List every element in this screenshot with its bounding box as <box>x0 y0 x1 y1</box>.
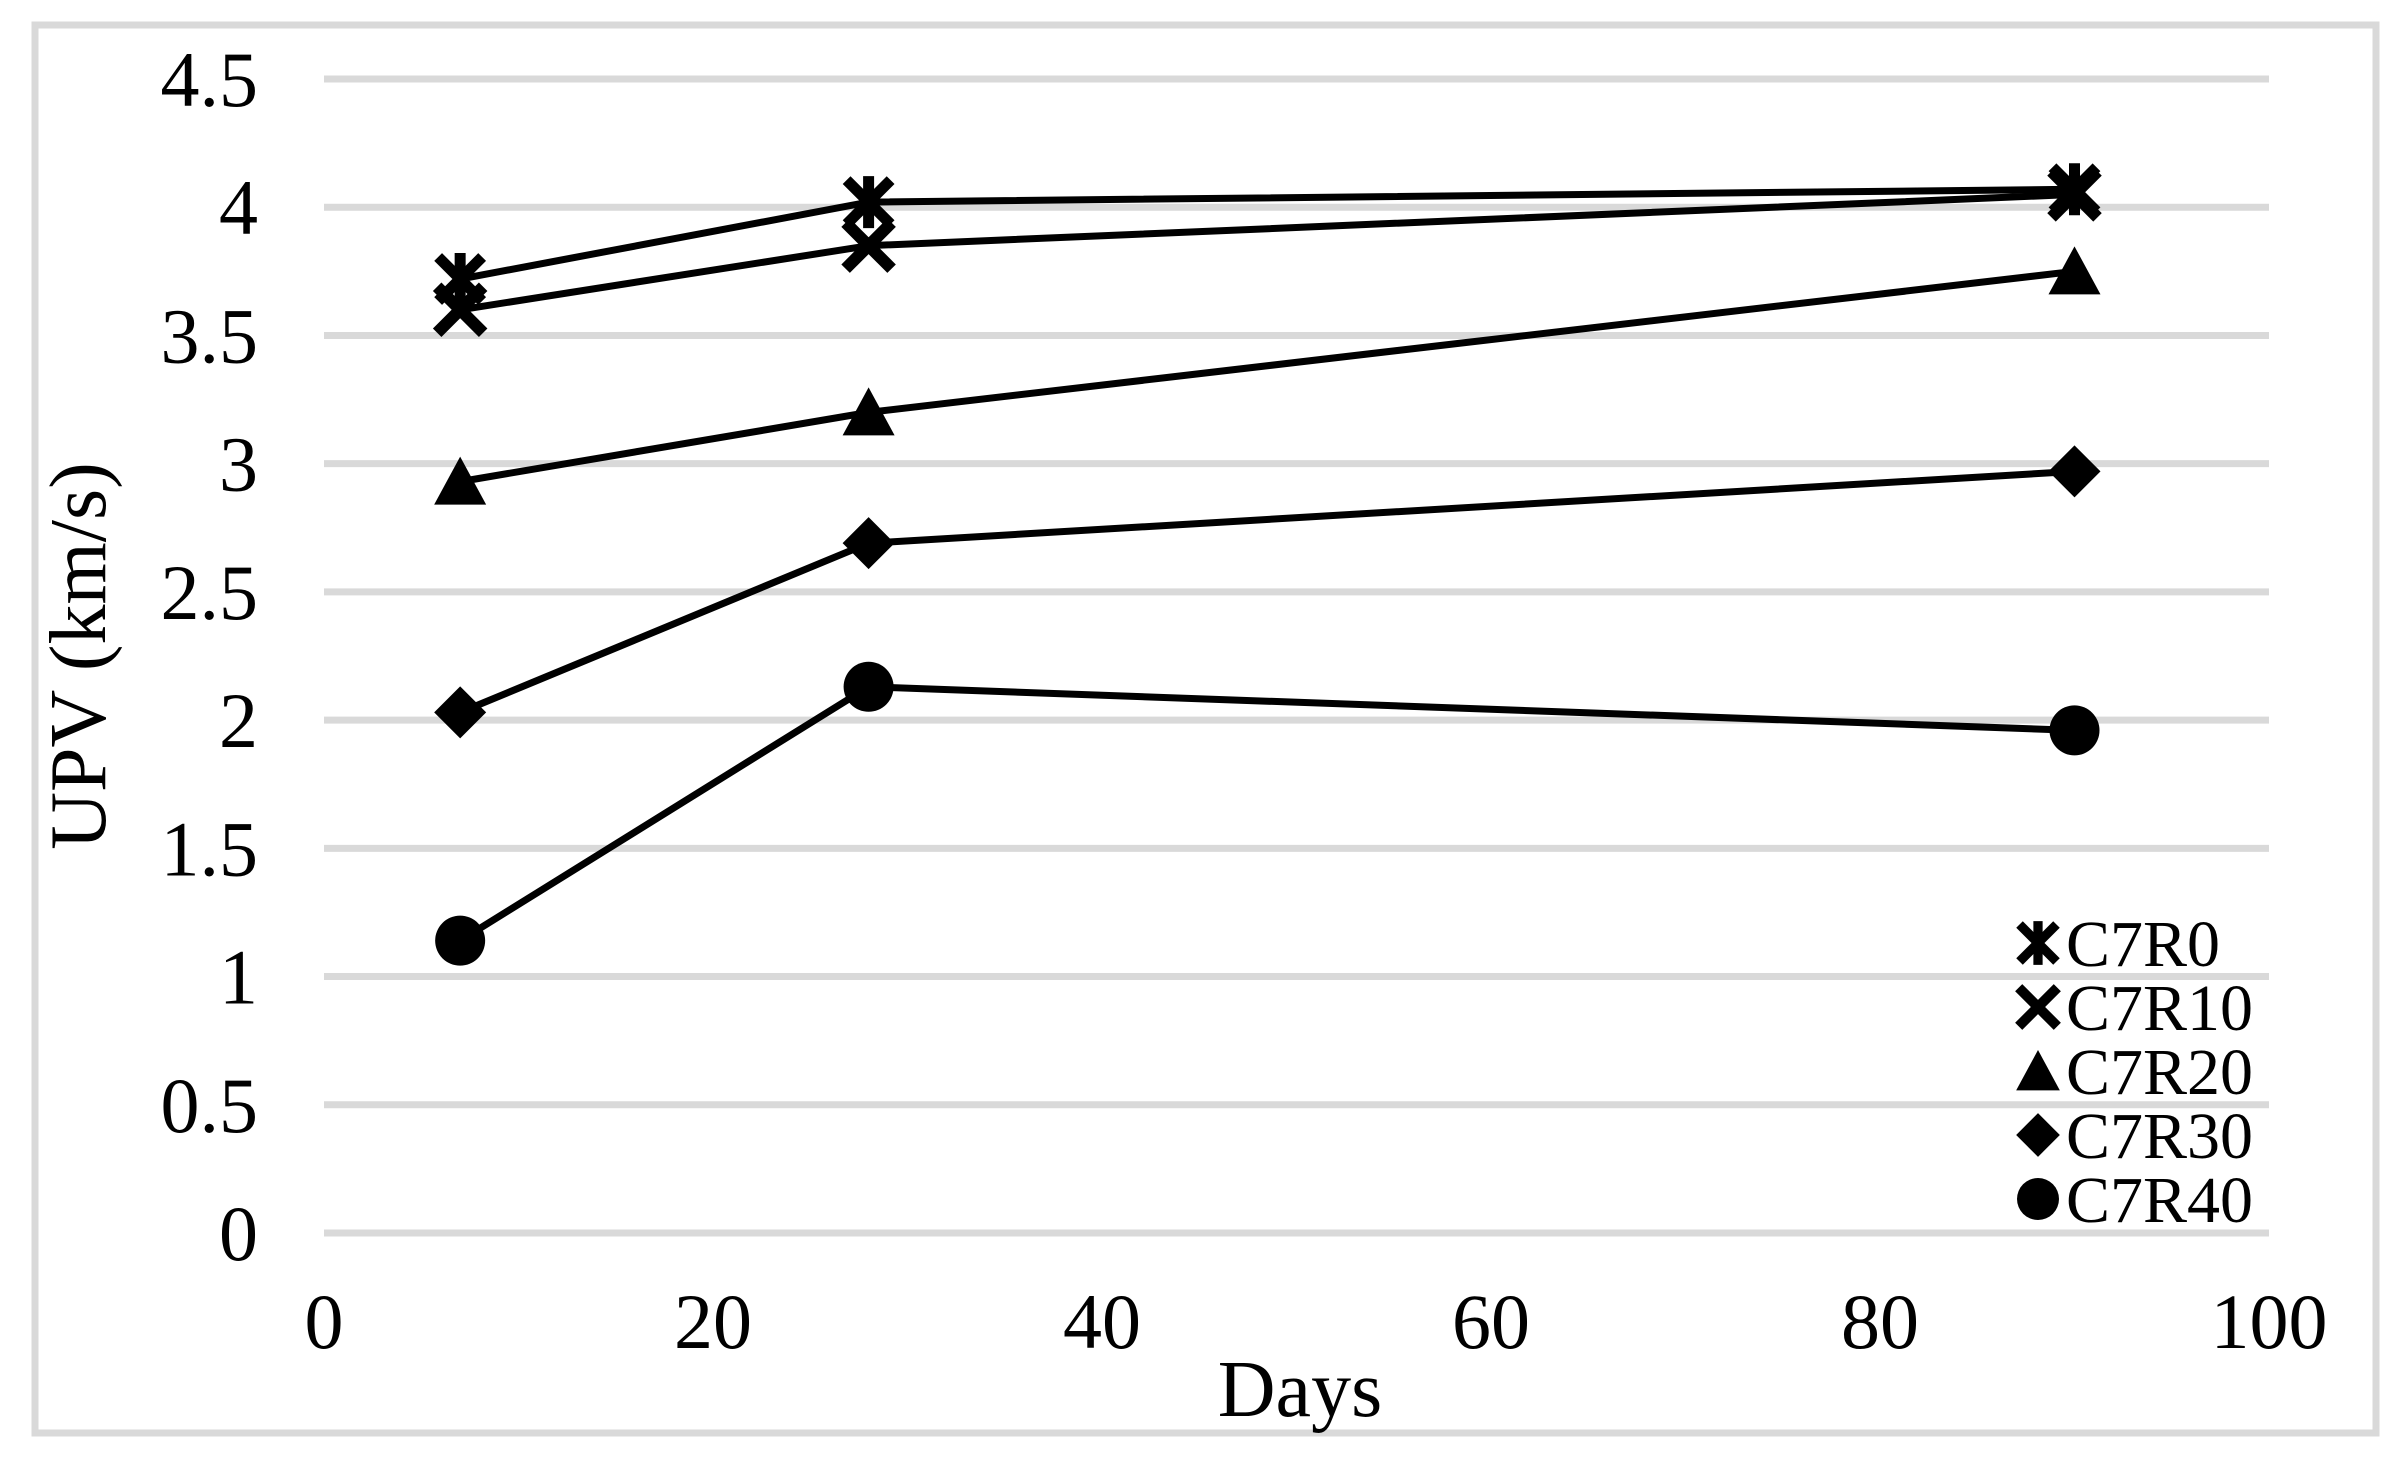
x-tick-label: 0 <box>305 1278 344 1365</box>
series-line <box>459 267 2075 486</box>
x-tick-label: 40 <box>1063 1278 1141 1365</box>
diamond-marker <box>2048 445 2101 498</box>
diamond-marker <box>434 686 487 739</box>
y-tick-label: 0 <box>219 1190 258 1277</box>
y-tick-label: 1 <box>219 934 258 1021</box>
x-tick-label: 80 <box>1841 1278 1919 1365</box>
series-C7R20 <box>434 246 2101 505</box>
y-tick-label: 3.5 <box>161 292 259 379</box>
diamond-icon <box>2016 1113 2060 1157</box>
series-layer <box>432 163 2102 966</box>
x-marker <box>432 282 488 338</box>
series-line <box>459 190 2075 314</box>
legend-item-C7R30: C7R30 <box>2016 1100 2253 1173</box>
legend-label: C7R0 <box>2066 908 2220 981</box>
series-C7R30 <box>434 445 2101 739</box>
legend-label: C7R40 <box>2066 1164 2253 1237</box>
series-C7R10 <box>432 167 2102 338</box>
x-marker <box>841 218 896 273</box>
gridlines-layer <box>324 75 2269 1237</box>
circle-marker <box>843 661 894 712</box>
tick-labels-layer: 0 0.5 1 1.5 2 2.5 3 3.5 4 4.5 0 20 40 60 80 100 <box>161 36 2328 1365</box>
triangle-marker <box>2048 246 2101 295</box>
legend-label: C7R30 <box>2066 1100 2253 1173</box>
legend-item-C7R10: C7R10 <box>2015 972 2253 1045</box>
legend-item-C7R20: C7R20 <box>2016 1036 2253 1109</box>
y-tick-label: 4 <box>219 164 258 251</box>
y-axis-title: UPV (km/s) <box>35 462 123 849</box>
y-tick-label: 4.5 <box>161 36 259 123</box>
legend-label: C7R20 <box>2066 1036 2253 1109</box>
x-axis-title: Days <box>1218 1346 1382 1434</box>
circle-icon <box>2017 1178 2059 1220</box>
x-marker <box>2047 167 2102 222</box>
circle-marker <box>435 915 486 966</box>
circle-marker <box>2049 705 2100 756</box>
legend-label: C7R10 <box>2066 972 2253 1045</box>
asterisk-marker <box>842 176 895 229</box>
x-tick-label: 20 <box>674 1278 752 1365</box>
series-C7R0 <box>434 163 2101 306</box>
series-line <box>458 683 2075 944</box>
diamond-marker <box>842 517 895 570</box>
x-tick-label: 60 <box>1452 1278 1530 1365</box>
triangle-icon <box>2016 1050 2060 1091</box>
y-tick-label: 2 <box>219 677 258 764</box>
chart-outer-border <box>31 21 2380 1437</box>
y-tick-label: 0.5 <box>161 1062 259 1149</box>
legend-item-C7R40: C7R40 <box>2017 1164 2253 1237</box>
y-tick-label: 2.5 <box>161 549 259 636</box>
x-tick-label: 100 <box>2211 1278 2328 1365</box>
triangle-marker <box>842 387 895 436</box>
triangle-marker <box>434 456 487 505</box>
asterisk-icon <box>2016 921 2060 965</box>
y-tick-label: 3 <box>219 421 258 508</box>
y-tick-label: 1.5 <box>161 805 259 892</box>
legend-item-C7R0: C7R0 <box>2016 908 2220 981</box>
series-C7R40 <box>435 661 2100 966</box>
x-icon <box>2015 984 2061 1030</box>
